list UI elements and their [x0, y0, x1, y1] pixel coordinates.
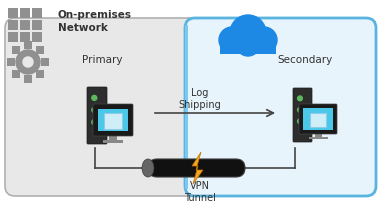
FancyBboxPatch shape: [20, 20, 30, 30]
Ellipse shape: [142, 159, 154, 177]
Circle shape: [16, 50, 40, 74]
Text: On-premises
Network: On-premises Network: [58, 10, 132, 33]
FancyBboxPatch shape: [32, 20, 42, 30]
Text: VPN
Tunnel: VPN Tunnel: [184, 181, 216, 203]
Circle shape: [92, 120, 97, 125]
FancyBboxPatch shape: [185, 25, 188, 189]
FancyBboxPatch shape: [24, 41, 32, 49]
Circle shape: [92, 107, 97, 113]
FancyBboxPatch shape: [148, 159, 245, 177]
FancyBboxPatch shape: [32, 8, 42, 18]
Text: Secondary: Secondary: [277, 55, 333, 65]
Circle shape: [298, 96, 303, 101]
FancyBboxPatch shape: [220, 40, 276, 54]
FancyBboxPatch shape: [7, 58, 15, 66]
FancyBboxPatch shape: [315, 133, 322, 138]
Text: Log
Shipping: Log Shipping: [179, 88, 221, 110]
Circle shape: [219, 27, 245, 53]
FancyBboxPatch shape: [8, 32, 18, 42]
FancyBboxPatch shape: [8, 8, 18, 18]
Circle shape: [298, 119, 303, 124]
FancyBboxPatch shape: [32, 32, 42, 42]
FancyBboxPatch shape: [309, 137, 328, 139]
FancyBboxPatch shape: [303, 108, 333, 130]
FancyBboxPatch shape: [93, 104, 133, 136]
FancyBboxPatch shape: [98, 109, 128, 131]
FancyBboxPatch shape: [293, 88, 312, 142]
Circle shape: [251, 27, 277, 53]
FancyBboxPatch shape: [8, 20, 18, 30]
FancyBboxPatch shape: [5, 18, 200, 196]
FancyBboxPatch shape: [41, 58, 49, 66]
FancyBboxPatch shape: [109, 135, 117, 141]
Circle shape: [298, 107, 303, 112]
FancyBboxPatch shape: [185, 18, 376, 196]
FancyBboxPatch shape: [20, 8, 30, 18]
FancyBboxPatch shape: [12, 46, 20, 54]
Circle shape: [230, 15, 266, 51]
Polygon shape: [192, 152, 203, 184]
FancyBboxPatch shape: [36, 46, 44, 54]
FancyBboxPatch shape: [12, 70, 20, 78]
Text: Primary: Primary: [82, 55, 122, 65]
Circle shape: [92, 95, 97, 100]
FancyBboxPatch shape: [104, 113, 122, 129]
FancyBboxPatch shape: [310, 113, 326, 127]
FancyBboxPatch shape: [20, 32, 30, 42]
FancyBboxPatch shape: [36, 70, 44, 78]
FancyBboxPatch shape: [87, 87, 107, 144]
Circle shape: [236, 32, 260, 56]
Circle shape: [23, 57, 33, 67]
FancyBboxPatch shape: [24, 75, 32, 83]
FancyBboxPatch shape: [299, 104, 337, 134]
FancyBboxPatch shape: [103, 140, 123, 143]
